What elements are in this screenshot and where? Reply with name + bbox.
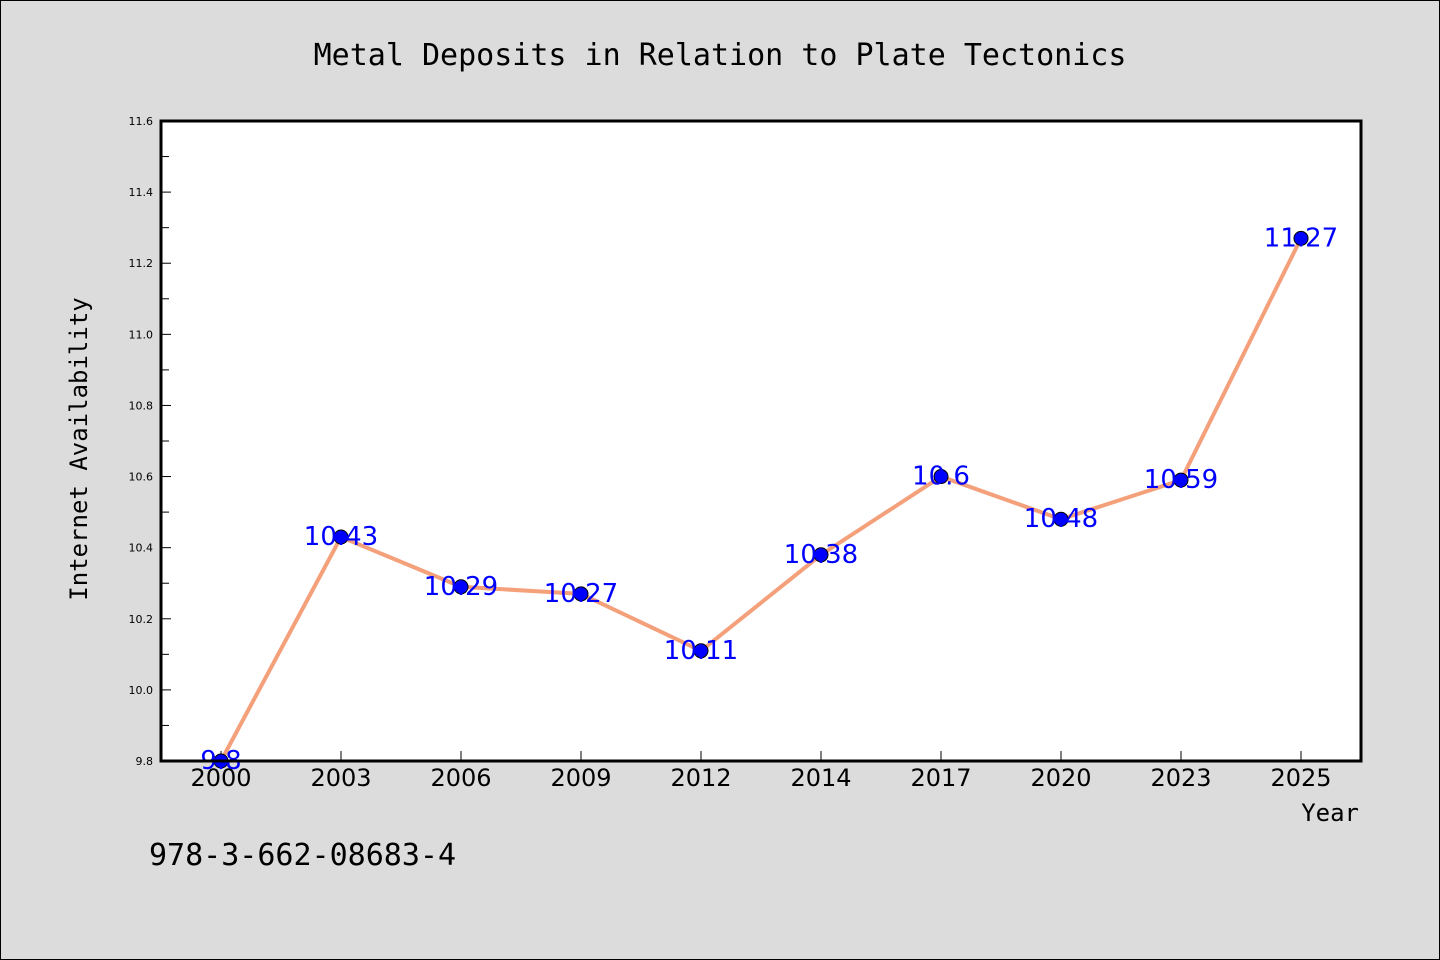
data-label: 10.29: [424, 572, 498, 602]
x-axis-ticks: 2000 2003 2006 2009 2012 2014 2017 2020 2023 2025: [190, 751, 1332, 792]
y-tick-label: 10.8: [129, 399, 154, 412]
y-tick-label: 10.0: [129, 684, 154, 697]
x-tick-label: 2000: [190, 764, 251, 792]
x-tick-label: 2025: [1270, 764, 1331, 792]
data-label: 11.27: [1264, 223, 1338, 253]
data-label: 10.38: [784, 540, 858, 570]
y-axis-label: Internet Availability: [65, 297, 93, 600]
plot-frame: [159, 119, 1363, 763]
y-tick-label: 10.6: [129, 471, 154, 484]
data-point: [1053, 511, 1069, 527]
data-point: [813, 547, 829, 563]
y-tick-label: 11.0: [129, 328, 154, 341]
data-point: [1173, 472, 1189, 488]
y-tick-label: 11.6: [129, 115, 154, 128]
data-label: 10.27: [544, 579, 618, 609]
x-tick-label: 2017: [910, 764, 971, 792]
x-tick-label: 2020: [1030, 764, 1091, 792]
data-point: [573, 586, 589, 602]
plot-area: [161, 121, 1361, 761]
series-line: [219, 237, 1303, 762]
data-label: 10.43: [304, 522, 378, 552]
isbn-annotation: 978-3-662-08683-4: [149, 838, 456, 873]
x-tick-label: 2003: [310, 764, 371, 792]
data-point: [333, 529, 349, 545]
data-label: 10.6: [912, 462, 970, 492]
x-tick-label: 2009: [550, 764, 611, 792]
data-label: 10.48: [1024, 504, 1098, 534]
data-point: [933, 469, 949, 485]
x-axis-label: Year: [1301, 799, 1359, 827]
data-point: [693, 643, 709, 659]
data-point: [1293, 230, 1309, 246]
data-label: 10.11: [664, 636, 738, 666]
y-tick-label: 10.2: [129, 613, 154, 626]
x-tick-label: 2012: [670, 764, 731, 792]
y-tick-label: 10.4: [129, 542, 154, 555]
data-label: 10.59: [1144, 465, 1218, 495]
y-tick-label: 11.2: [129, 257, 154, 270]
y-tick-label: 9.8: [136, 755, 154, 768]
x-tick-label: 2014: [790, 764, 851, 792]
chart-title: Metal Deposits in Relation to Plate Tect…: [314, 38, 1127, 73]
data-point: [453, 579, 469, 595]
x-tick-label: 2006: [430, 764, 491, 792]
y-tick-label: 11.4: [129, 186, 154, 199]
y-axis-ticks: 9.8 10.0 10.2 10.4 10.6 10.8 11.0 11.2 11.4 11.6: [129, 115, 171, 768]
x-tick-label: 2023: [1150, 764, 1211, 792]
